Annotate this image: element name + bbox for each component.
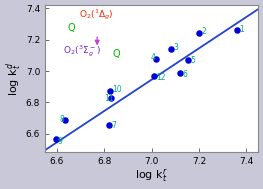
Point [54,138,58,141]
Point [63,119,67,122]
Text: 6: 6 [182,70,187,79]
Text: O$_2$($^1\Delta_g$): O$_2$($^1\Delta_g$) [79,8,114,22]
Point [168,48,173,51]
Text: 11: 11 [104,94,113,103]
Point [178,72,182,75]
Y-axis label: log k$_t^d$: log k$_t^d$ [5,62,24,96]
Text: 1: 1 [240,25,244,34]
Text: 4: 4 [150,53,155,62]
Text: 10: 10 [113,85,122,94]
Text: 8: 8 [59,115,64,124]
Text: 2: 2 [201,27,206,36]
Text: Q: Q [68,23,75,33]
Text: 9: 9 [57,137,62,146]
Text: 12: 12 [156,73,165,82]
Point [154,57,158,60]
X-axis label: log k$_t^r$: log k$_t^r$ [135,168,168,184]
Text: O$_2$($^3\Sigma_g^-$): O$_2$($^3\Sigma_g^-$) [63,44,101,59]
Point [109,97,113,100]
Text: Q: Q [113,49,120,59]
Point [235,29,239,32]
Point [152,74,156,77]
Point [107,124,111,127]
Text: 5: 5 [191,56,196,65]
Text: 7: 7 [111,121,116,130]
Point [197,32,201,35]
Point [108,89,112,92]
Point [186,59,190,62]
Text: 3: 3 [173,43,178,52]
